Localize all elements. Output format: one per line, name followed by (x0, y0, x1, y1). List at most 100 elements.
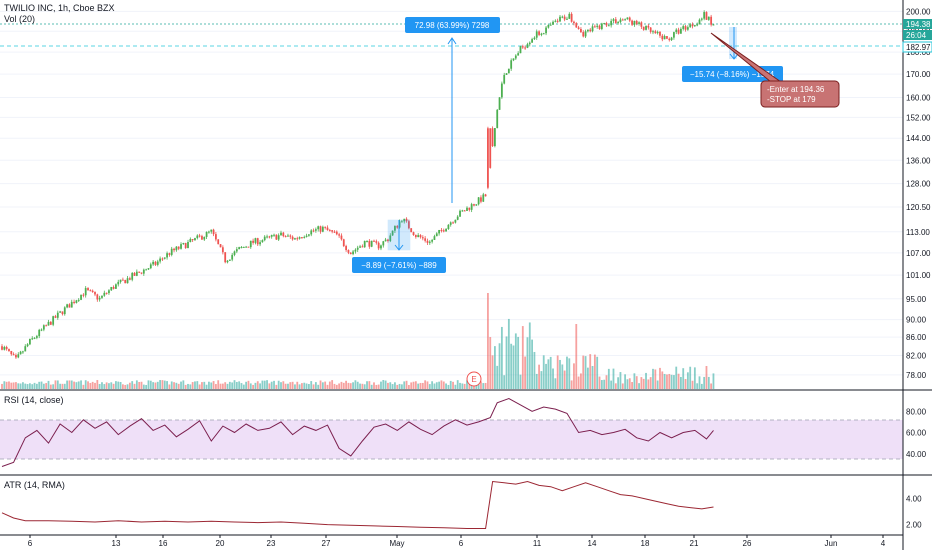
volume-bar (194, 381, 196, 389)
earnings-marker-circle[interactable] (466, 371, 482, 387)
callout-note[interactable]: -Enter at 194.36 -STOP at 179 (710, 32, 840, 108)
volume-bar (663, 373, 666, 389)
candle-body (440, 229, 443, 231)
volume-bar (568, 358, 571, 389)
volume-bar (412, 381, 415, 389)
volume-bar (584, 356, 587, 389)
price-axis-ticks[interactable]: 200.00190.00180.00170.00160.00152.00144.… (906, 7, 931, 379)
atr-title[interactable]: ATR (14, RMA) (4, 480, 65, 490)
rsi-axis-ticks[interactable]: 80.00 60.00 40.00 (906, 407, 927, 459)
candle-body (331, 230, 334, 232)
candle-body (710, 16, 713, 25)
candle-body (347, 250, 350, 253)
candle-body (600, 23, 603, 29)
price-marker-countdown[interactable]: 26:04 (903, 30, 932, 40)
candle-body (598, 25, 601, 29)
candle-body (670, 37, 673, 41)
candle-body (270, 234, 273, 237)
candle-body (398, 221, 401, 228)
candle-body (159, 258, 161, 262)
volume-title[interactable]: Vol (20) (4, 14, 35, 24)
candles (1, 10, 715, 359)
time-tick-label: 14 (588, 539, 597, 548)
volume-bar (668, 373, 671, 389)
candle-body (189, 239, 192, 243)
candle-body (170, 248, 173, 255)
candle-body (3, 346, 6, 350)
candle-body (498, 97, 501, 110)
callout-box[interactable] (760, 80, 840, 108)
volume-bar (449, 380, 452, 389)
candle-body (68, 304, 71, 308)
earnings-marker[interactable]: E (466, 371, 482, 387)
atr-tick-label: 2.00 (906, 521, 922, 530)
volume-bar (621, 383, 624, 389)
measure-down-1-box[interactable] (352, 257, 446, 273)
candle-body (582, 32, 585, 37)
measure-up[interactable]: 72.98 (63.99%) 7298 (405, 17, 500, 203)
price-tick-label: 101.00 (906, 271, 931, 280)
candle-body (459, 210, 461, 217)
volume-bar (77, 381, 80, 389)
candle-body (184, 243, 187, 248)
price-marker-last[interactable]: 194.38 (903, 19, 932, 29)
candle-body (477, 197, 480, 205)
candle-body (163, 257, 166, 259)
time-axis-ticks[interactable]: 6 13 16 20 23 27 May 6 11 14 18 21 26 Jun 4 (28, 535, 886, 548)
candle-body (570, 13, 573, 22)
candle-body (449, 222, 452, 225)
volume-bar (182, 380, 185, 389)
volume-bar (328, 381, 331, 389)
candle-body (296, 238, 299, 240)
volume-bar (203, 381, 206, 389)
price-marker-182-text: 182.97 (906, 43, 931, 52)
volume-bar (277, 380, 280, 389)
measure-down-2-area[interactable] (729, 27, 737, 59)
candle-body (94, 292, 96, 295)
volume-bar (377, 384, 380, 389)
candle-body (301, 237, 303, 239)
candle-body (614, 19, 617, 23)
candle-body (482, 194, 485, 202)
volume-bar (375, 384, 378, 389)
volume-bar (391, 384, 394, 389)
symbol-title[interactable]: TWILIO INC, 1h, Cboe BZX (4, 3, 115, 13)
volume-bar (98, 384, 101, 389)
candle-body (191, 239, 194, 241)
candle-body (617, 22, 620, 24)
candle-body (361, 246, 364, 248)
volume-bar (105, 382, 108, 389)
measure-down-1[interactable]: −8.89 (−7.61%) −889 (352, 219, 446, 273)
measure-up-box[interactable] (405, 17, 500, 33)
volume-bar (417, 383, 420, 389)
volume-bar (231, 382, 234, 389)
candle-body (407, 221, 410, 229)
candle-body (435, 233, 438, 237)
candle-body (528, 42, 531, 45)
volume-bar (610, 380, 613, 389)
volume-bar (242, 384, 245, 389)
volume-bar (440, 380, 443, 389)
price-marker-182[interactable]: 182.97 (902, 41, 932, 53)
volume-bar (175, 382, 178, 389)
volume-bar (124, 384, 127, 389)
candle-body (49, 321, 52, 325)
candle-body (419, 235, 422, 238)
candle-body (24, 346, 27, 352)
atr-axis-ticks[interactable]: 4.00 2.00 (906, 494, 922, 529)
rsi-title[interactable]: RSI (14, close) (4, 395, 64, 405)
candle-body (384, 239, 387, 242)
time-tick-label: 16 (159, 539, 168, 548)
volume-bar (340, 381, 343, 389)
atr-series-line (1, 480, 714, 529)
volume-bar (626, 379, 629, 389)
candle-body (12, 354, 15, 356)
candle-body (463, 210, 466, 212)
volume-bar (507, 318, 510, 389)
candle-body (605, 23, 608, 26)
candle-body (684, 26, 687, 30)
candle-body (686, 27, 689, 30)
candle-body (201, 236, 203, 240)
candle-body (410, 228, 413, 233)
